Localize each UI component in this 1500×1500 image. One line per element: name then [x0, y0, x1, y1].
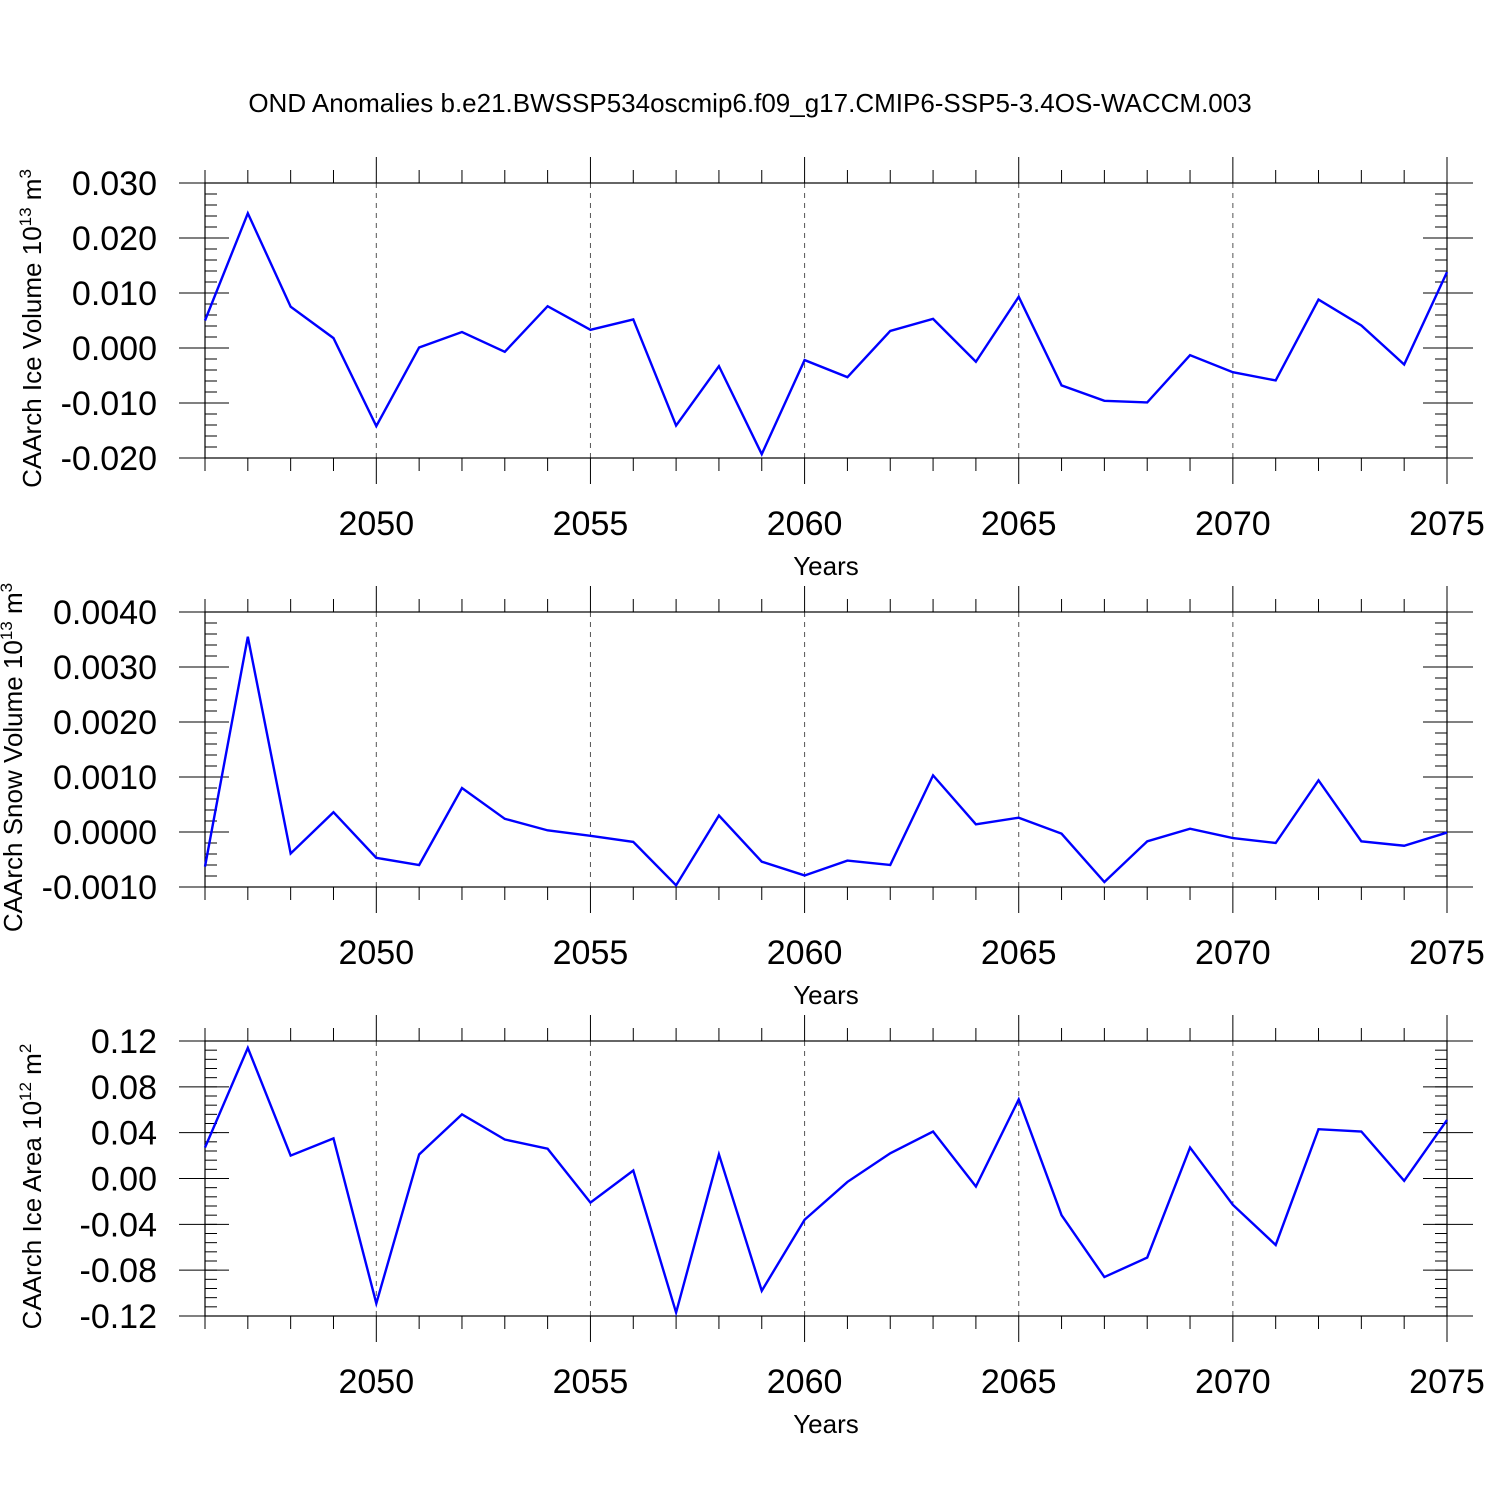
- x-tick-label: 2050: [338, 934, 414, 972]
- series-line: [203, 1044, 1448, 1317]
- x-tick-label: 2070: [1195, 934, 1271, 972]
- y-tick-label: 0.020: [72, 220, 157, 258]
- y-axis-title: CAArch Ice Area 1012 m2: [16, 1044, 47, 1330]
- y-tick-label: -0.010: [61, 385, 157, 423]
- y-tick-label: 0.0010: [53, 759, 157, 797]
- x-tick-label: 2075: [1409, 505, 1485, 543]
- y-axis-title-unit-exponent: 3: [0, 583, 16, 592]
- y-tick-label: 0.030: [72, 165, 157, 203]
- x-tick-label: 2070: [1195, 505, 1271, 543]
- y-axis-title-text: CAArch Ice Area 10: [17, 1101, 47, 1329]
- x-tick-label: 2060: [767, 934, 843, 972]
- x-tick-label: 2075: [1409, 934, 1485, 972]
- y-tick-label: 0.12: [91, 1023, 157, 1061]
- y-axis-title-text: CAArch Snow Volume 10: [0, 640, 28, 932]
- x-tick-label: 2055: [553, 505, 629, 543]
- y-axis-title-unit-exponent: 3: [16, 169, 35, 178]
- y-axis-title-unit: m: [17, 1053, 47, 1082]
- figure-title: OND Anomalies b.e21.BWSSP534oscmip6.f09_…: [248, 88, 1251, 118]
- y-tick-label: 0.0030: [53, 649, 157, 687]
- y-axis-title-exponent: 12: [16, 1082, 35, 1101]
- y-tick-label: 0.0040: [53, 594, 157, 632]
- x-tick-label: 2055: [553, 1363, 629, 1401]
- panel-2: -0.0010 0.0000 0.0010 0.0020 0.0030 0.0040 205…: [0, 583, 1485, 1010]
- panels: -0.020 -0.010 0.000 0.010 0.020 0.030 2050 2055…: [0, 157, 1485, 1439]
- x-tick-label: 2065: [981, 1363, 1057, 1401]
- x-tick-label: 2055: [553, 934, 629, 972]
- y-tick-label: 0.00: [91, 1161, 157, 1199]
- y-axis-title-unit: m: [0, 592, 28, 621]
- y-axis-title-unit-exponent: 2: [16, 1044, 35, 1053]
- x-tick-label: 2075: [1409, 1363, 1485, 1401]
- y-tick-label: 0.010: [72, 275, 157, 313]
- y-axis-title: CAArch Ice Volume 1013 m3: [16, 169, 47, 488]
- panel-1: -0.020 -0.010 0.000 0.010 0.020 0.030 2050 2055…: [16, 157, 1485, 581]
- y-tick-label: 0.08: [91, 1069, 157, 1107]
- x-tick-label: 2050: [338, 505, 414, 543]
- y-axis-title-unit: m: [17, 179, 47, 208]
- y-tick-label: -0.020: [61, 440, 157, 478]
- x-tick-label: 2070: [1195, 1363, 1271, 1401]
- y-axis-title: CAArch Snow Volume 1013 m3: [0, 583, 28, 932]
- x-axis-title: Years: [793, 980, 859, 1010]
- x-axis-title: Years: [793, 551, 859, 581]
- y-tick-label: -0.08: [80, 1252, 158, 1290]
- y-tick-label: 0.0020: [53, 704, 157, 742]
- y-axis-title-exponent: 13: [16, 207, 35, 226]
- x-tick-label: 2065: [981, 934, 1057, 972]
- x-tick-label: 2060: [767, 505, 843, 543]
- y-axis-title-text: CAArch Ice Volume 10: [17, 226, 47, 488]
- panel-3: -0.12 -0.08 -0.04 0.00 0.04 0.08 0.12 2050 2055 2…: [16, 1015, 1485, 1439]
- y-tick-label: 0.0000: [53, 814, 157, 852]
- x-tick-label: 2060: [767, 1363, 843, 1401]
- x-tick-label: 2065: [981, 505, 1057, 543]
- y-tick-label: -0.04: [80, 1206, 158, 1244]
- y-tick-label: 0.000: [72, 330, 157, 368]
- series-line: [203, 210, 1449, 457]
- y-tick-label: -0.0010: [42, 869, 157, 907]
- x-axis-title: Years: [793, 1409, 859, 1439]
- x-tick-label: 2050: [338, 1363, 414, 1401]
- series-line: [203, 636, 1448, 888]
- y-axis-title-exponent: 13: [0, 621, 16, 640]
- plot-frame: [204, 611, 1448, 888]
- y-tick-label: -0.12: [80, 1298, 158, 1336]
- y-tick-label: 0.04: [91, 1115, 157, 1153]
